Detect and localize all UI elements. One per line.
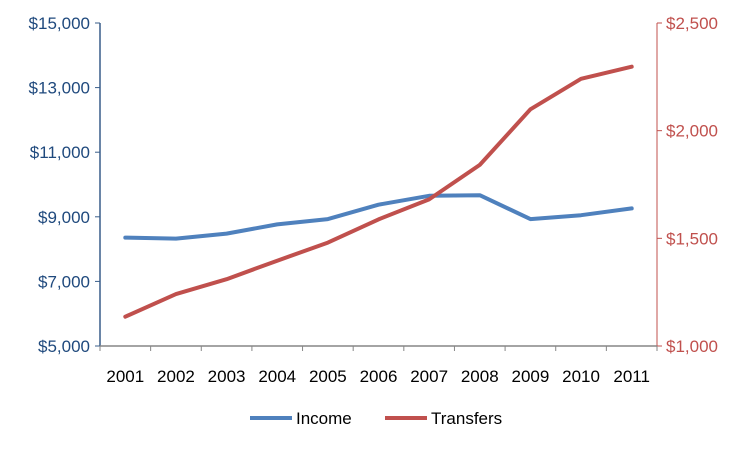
x-tick-label: 2007: [410, 367, 448, 386]
right-y-tick-label: $2,500: [666, 14, 718, 33]
left-y-tick-label: $7,000: [38, 272, 90, 291]
right-y-tick-label: $1,500: [666, 229, 718, 248]
x-tick-label: 2010: [562, 367, 600, 386]
x-tick-label: 2008: [461, 367, 499, 386]
x-tick-label: 2003: [208, 367, 246, 386]
x-tick-label: 2005: [309, 367, 347, 386]
x-tick-label: 2009: [511, 367, 549, 386]
left-y-tick-label: $5,000: [38, 337, 90, 356]
legend-label-transfers: Transfers: [431, 409, 502, 428]
legend: Income Transfers: [250, 409, 502, 428]
right-y-tick-label: $1,000: [666, 337, 718, 356]
x-tick-label: 2011: [613, 367, 650, 386]
x-tick-label: 2004: [258, 367, 296, 386]
legend-label-income: Income: [296, 409, 352, 428]
left-y-tick-label: $11,000: [30, 143, 90, 162]
left-y-tick-label: $13,000: [29, 79, 90, 98]
x-tick-label: 2001: [106, 367, 144, 386]
series-line-income: [125, 195, 631, 238]
left-y-tick-label: $9,000: [38, 208, 90, 227]
x-tick-label: 2002: [157, 367, 195, 386]
left-y-tick-label: $15,000: [29, 14, 90, 33]
series-line-transfers: [125, 67, 631, 317]
right-y-tick-label: $2,000: [666, 122, 718, 141]
x-tick-label: 2006: [360, 367, 398, 386]
